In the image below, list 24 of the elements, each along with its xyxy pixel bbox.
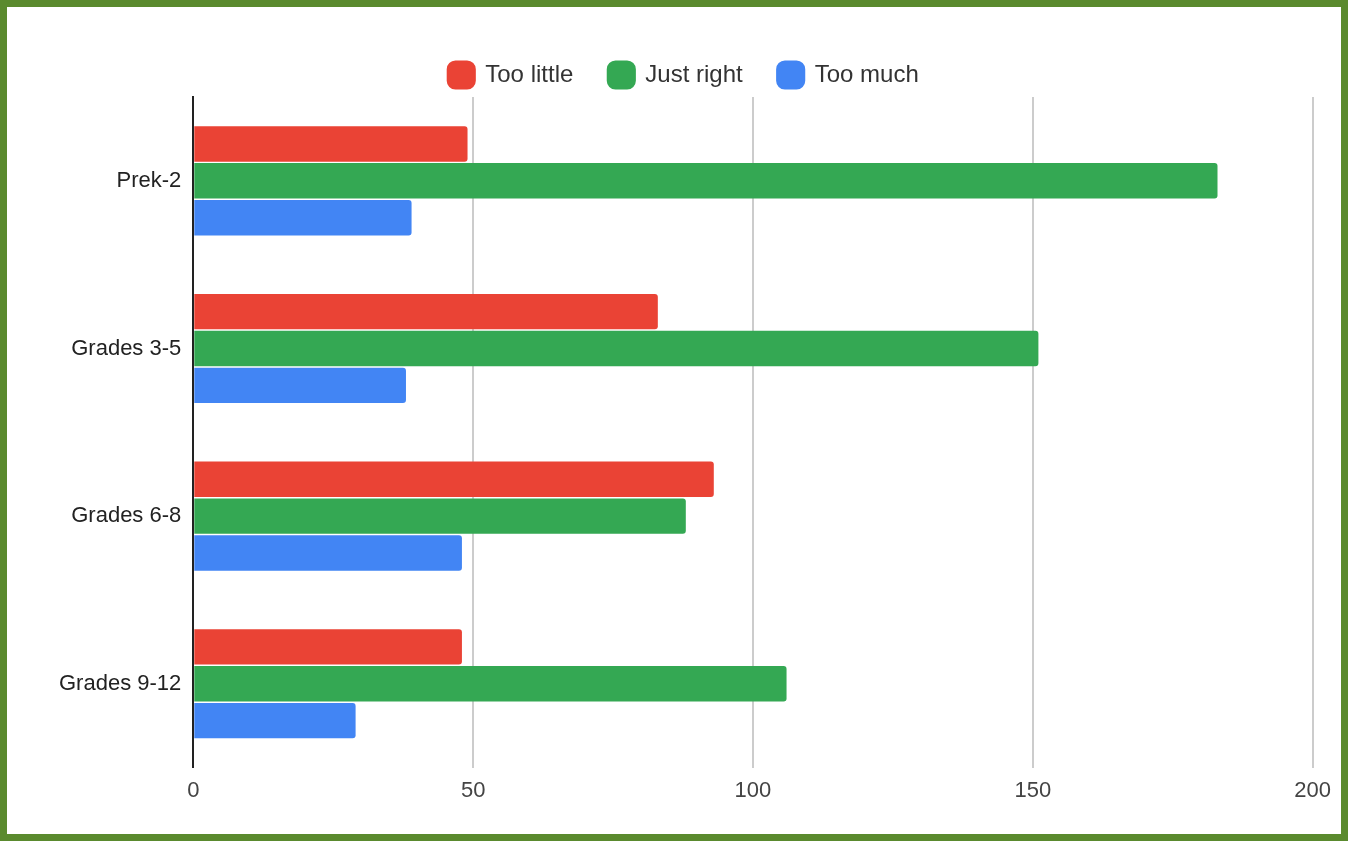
x-tick-label: 50 (460, 776, 486, 802)
bar (194, 535, 462, 571)
bar (194, 330, 1039, 367)
bar (194, 461, 714, 497)
y-tick-label: Grades 9-12 (58, 669, 182, 695)
x-tick-label: 100 (734, 776, 772, 802)
bar (194, 293, 658, 330)
bar (194, 163, 1218, 199)
bar (194, 498, 686, 534)
x-tick-label: 200 (1294, 776, 1332, 802)
y-tick-label: Grades 6-8 (71, 502, 182, 528)
bar (194, 629, 462, 665)
x-tick-label: 150 (1014, 776, 1052, 802)
bar (194, 126, 468, 162)
y-tick-label: Grades 3-5 (71, 334, 182, 360)
legend-label: Too much (814, 59, 919, 87)
bar (194, 200, 412, 236)
legend-label: Just right (645, 59, 744, 87)
bar (194, 367, 406, 404)
bar (194, 666, 787, 702)
legend-label: Too little (485, 59, 574, 87)
x-tick-label: 0 (187, 776, 200, 802)
y-tick-label: Prek-2 (116, 166, 182, 192)
bar (194, 702, 356, 739)
